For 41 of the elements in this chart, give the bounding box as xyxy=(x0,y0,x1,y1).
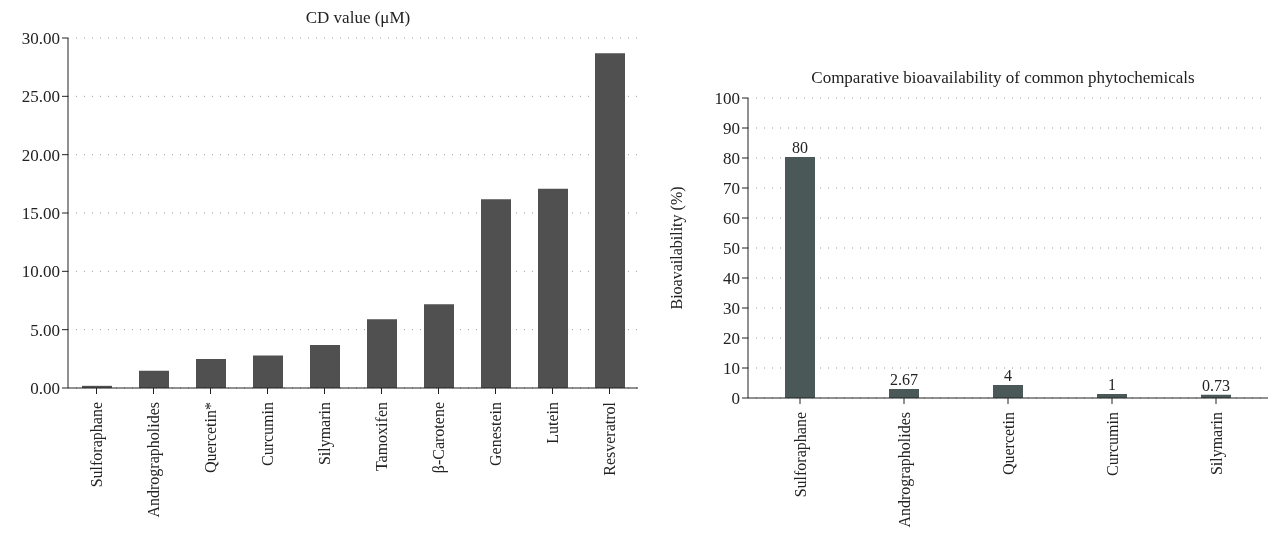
x-tick-label: Curcumin xyxy=(1103,412,1121,476)
x-tick-label: Quercetin xyxy=(999,412,1017,476)
x-tick-label: Tamoxifen xyxy=(373,402,390,472)
x-tick-label: Curcumin xyxy=(259,402,276,466)
data-label: 1 xyxy=(1108,376,1116,393)
y-tick-label: 40 xyxy=(723,269,740,289)
y-tick-label: 100 xyxy=(714,89,740,109)
x-tick-label: Andrographolides xyxy=(895,412,914,528)
y-axis-title: Bioavailability (%) xyxy=(667,186,686,310)
y-tick-label: 50 xyxy=(723,239,740,259)
x-tick-label: Resveratrol xyxy=(601,401,618,476)
y-tick-label: 30 xyxy=(723,299,740,319)
y-tick-label: 15.00 xyxy=(21,204,60,224)
x-tick-label: Silymarin xyxy=(316,402,334,466)
y-tick-label: 70 xyxy=(723,179,740,199)
y-tick-label: 10.00 xyxy=(21,262,60,282)
data-label: 0.73 xyxy=(1202,376,1230,394)
x-tick-label: Sulforaphane xyxy=(791,412,810,498)
y-tick-label: 25.00 xyxy=(21,87,60,107)
chart-title: Comparative bioavailability of common phytochemicals xyxy=(810,68,1196,88)
y-tick-label: 20.00 xyxy=(21,145,60,165)
y-tick-label: 90 xyxy=(723,119,740,139)
y-tick-label: 80 xyxy=(723,149,740,169)
y-tick-label: 0 xyxy=(731,389,740,409)
data-label: 80 xyxy=(792,139,808,156)
x-tick-label: Silymarin xyxy=(1207,412,1226,476)
x-tick-label: Lutein xyxy=(544,402,561,444)
data-label: 4 xyxy=(1004,367,1012,384)
chart-title: CD value (μM) xyxy=(304,8,412,28)
x-tick-label: Quercetin* xyxy=(202,402,219,474)
y-tick-label: 5.00 xyxy=(30,320,60,340)
x-tick-label: Sulforaphane xyxy=(88,402,106,488)
x-tick-label: Genestein xyxy=(487,402,504,466)
x-tick-label: β-Carotene xyxy=(430,402,448,474)
y-tick-label: 20 xyxy=(723,329,740,349)
y-tick-label: 30.00 xyxy=(21,29,60,49)
data-label: 2.67 xyxy=(890,370,918,388)
x-tick-label: Andrographolides xyxy=(145,402,163,518)
y-tick-label: 10 xyxy=(723,359,740,379)
y-tick-label: 60 xyxy=(723,209,740,229)
y-tick-label: 0.00 xyxy=(30,379,60,399)
